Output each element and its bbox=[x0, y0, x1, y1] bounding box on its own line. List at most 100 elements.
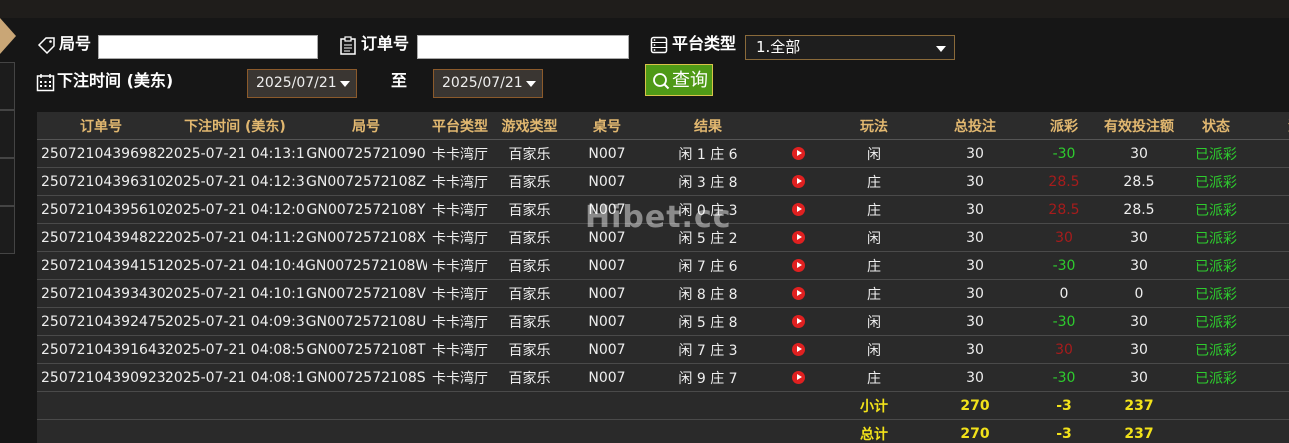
cell bbox=[768, 307, 828, 336]
column-header: 游戏类型 bbox=[493, 112, 566, 140]
cell bbox=[1180, 419, 1252, 443]
column-header: 总投注 bbox=[920, 112, 1030, 140]
round-label: 局号 bbox=[59, 34, 92, 53]
cell bbox=[1252, 195, 1289, 224]
game-type: 百家乐 bbox=[493, 139, 566, 168]
valid-bet: 28.5 bbox=[1098, 167, 1180, 196]
column-header: 平台类型 bbox=[427, 112, 493, 140]
cell bbox=[648, 391, 768, 420]
summary-payout: -3 bbox=[1030, 419, 1098, 443]
cell bbox=[37, 419, 165, 443]
status: 已派彩 bbox=[1180, 363, 1252, 392]
side-tab[interactable] bbox=[0, 158, 15, 206]
data-row: 250721043909237 2025-07-21 04:08:18 GN0072… bbox=[37, 363, 1289, 392]
bet-type: 闲 bbox=[828, 335, 920, 364]
total-bet: 30 bbox=[920, 279, 1030, 308]
status: 已派彩 bbox=[1180, 195, 1252, 224]
game-type: 百家乐 bbox=[493, 335, 566, 364]
play-video-icon[interactable] bbox=[791, 259, 805, 272]
bet-time: 2025-07-21 04:08:18 bbox=[165, 363, 305, 392]
order-id: 250721043956101 bbox=[37, 195, 165, 224]
bet-time: 2025-07-21 04:11:24 bbox=[165, 223, 305, 252]
table-no: N007 bbox=[566, 363, 648, 392]
bet-type: 庄 bbox=[828, 363, 920, 392]
column-header bbox=[768, 112, 828, 140]
side-tab[interactable] bbox=[0, 110, 15, 158]
header-row: 订单号 下注时间 (美东) 局号 平台类型 游戏类型 桌号 结果 玩法 总投注 派彩 有效投注额 状态… bbox=[37, 112, 1289, 140]
game-type: 百家乐 bbox=[493, 223, 566, 252]
order-input[interactable] bbox=[417, 35, 629, 59]
summary-label: 总计 bbox=[828, 419, 920, 443]
data-row: 250721043963103 2025-07-21 04:12:38 GN0072… bbox=[37, 167, 1289, 196]
platform: 卡卡湾厅 bbox=[427, 363, 493, 392]
payout: 0 bbox=[1030, 279, 1098, 308]
order-id: 250721043916434 bbox=[37, 335, 165, 364]
table-no: N007 bbox=[566, 167, 648, 196]
play-video-icon[interactable] bbox=[791, 315, 805, 328]
total-bet: 30 bbox=[920, 195, 1030, 224]
payout: -30 bbox=[1030, 363, 1098, 392]
search-button[interactable]: 查询 bbox=[645, 64, 713, 96]
table-no: N007 bbox=[566, 251, 648, 280]
play-video-icon[interactable] bbox=[791, 175, 805, 188]
round-id: GN0072572108V bbox=[305, 279, 427, 308]
summary-valid-bet: 237 bbox=[1098, 391, 1180, 420]
play-video-icon[interactable] bbox=[791, 371, 805, 384]
round-id: GN0072572108W bbox=[305, 251, 427, 280]
collapse-arrow[interactable] bbox=[0, 18, 16, 54]
cell bbox=[37, 391, 165, 420]
total-bet: 30 bbox=[920, 335, 1030, 364]
game-type: 百家乐 bbox=[493, 195, 566, 224]
date-to[interactable]: 2025/07/21 bbox=[433, 69, 543, 98]
valid-bet: 30 bbox=[1098, 139, 1180, 168]
bet-time: 2025-07-21 04:09:31 bbox=[165, 307, 305, 336]
cell bbox=[493, 391, 566, 420]
total-bet: 30 bbox=[920, 307, 1030, 336]
game-type: 百家乐 bbox=[493, 363, 566, 392]
platform: 卡卡湾厅 bbox=[427, 223, 493, 252]
cell bbox=[1252, 139, 1289, 168]
summary-total-bet: 270 bbox=[920, 391, 1030, 420]
play-video-icon[interactable] bbox=[791, 231, 805, 244]
round-input[interactable] bbox=[98, 35, 318, 59]
cell bbox=[305, 391, 427, 420]
result: 闲 5 庄 8 bbox=[648, 307, 768, 336]
bet-time: 2025-07-21 04:10:14 bbox=[165, 279, 305, 308]
total-bet: 30 bbox=[920, 363, 1030, 392]
table-no: N007 bbox=[566, 307, 648, 336]
platform-value: 1.全部 bbox=[756, 38, 801, 56]
bet-type: 闲 bbox=[828, 139, 920, 168]
side-tab[interactable] bbox=[0, 206, 15, 254]
play-video-icon[interactable] bbox=[791, 147, 805, 160]
side-tab[interactable] bbox=[0, 62, 15, 110]
data-row: 250721043934301 2025-07-21 04:10:14 GN0072… bbox=[37, 279, 1289, 308]
cell bbox=[1252, 363, 1289, 392]
game-type: 百家乐 bbox=[493, 307, 566, 336]
clipboard-icon bbox=[340, 36, 356, 55]
play-video-icon[interactable] bbox=[791, 203, 805, 216]
cell bbox=[768, 139, 828, 168]
cell bbox=[1252, 419, 1289, 443]
payout: 28.5 bbox=[1030, 195, 1098, 224]
column-header: 桌号 bbox=[566, 112, 648, 140]
payout: 28.5 bbox=[1030, 167, 1098, 196]
to-label: 至 bbox=[391, 71, 408, 90]
summary-label: 小计 bbox=[828, 391, 920, 420]
result: 闲 5 庄 2 bbox=[648, 223, 768, 252]
cell bbox=[768, 335, 828, 364]
bet-type: 庄 bbox=[828, 195, 920, 224]
game-type: 百家乐 bbox=[493, 279, 566, 308]
order-id: 250721043909237 bbox=[37, 363, 165, 392]
cell bbox=[1180, 391, 1252, 420]
result: 闲 7 庄 3 bbox=[648, 335, 768, 364]
cell bbox=[1252, 223, 1289, 252]
table-no: N007 bbox=[566, 195, 648, 224]
order-id: 250721043941514 bbox=[37, 251, 165, 280]
data-row: 250721043916434 2025-07-21 04:08:51 GN0072… bbox=[37, 335, 1289, 364]
result: 闲 3 庄 8 bbox=[648, 167, 768, 196]
date-from[interactable]: 2025/07/21 bbox=[247, 69, 357, 98]
platform-select[interactable]: 1.全部 bbox=[745, 35, 955, 60]
play-video-icon[interactable] bbox=[791, 287, 805, 300]
cell bbox=[165, 391, 305, 420]
play-video-icon[interactable] bbox=[791, 343, 805, 356]
